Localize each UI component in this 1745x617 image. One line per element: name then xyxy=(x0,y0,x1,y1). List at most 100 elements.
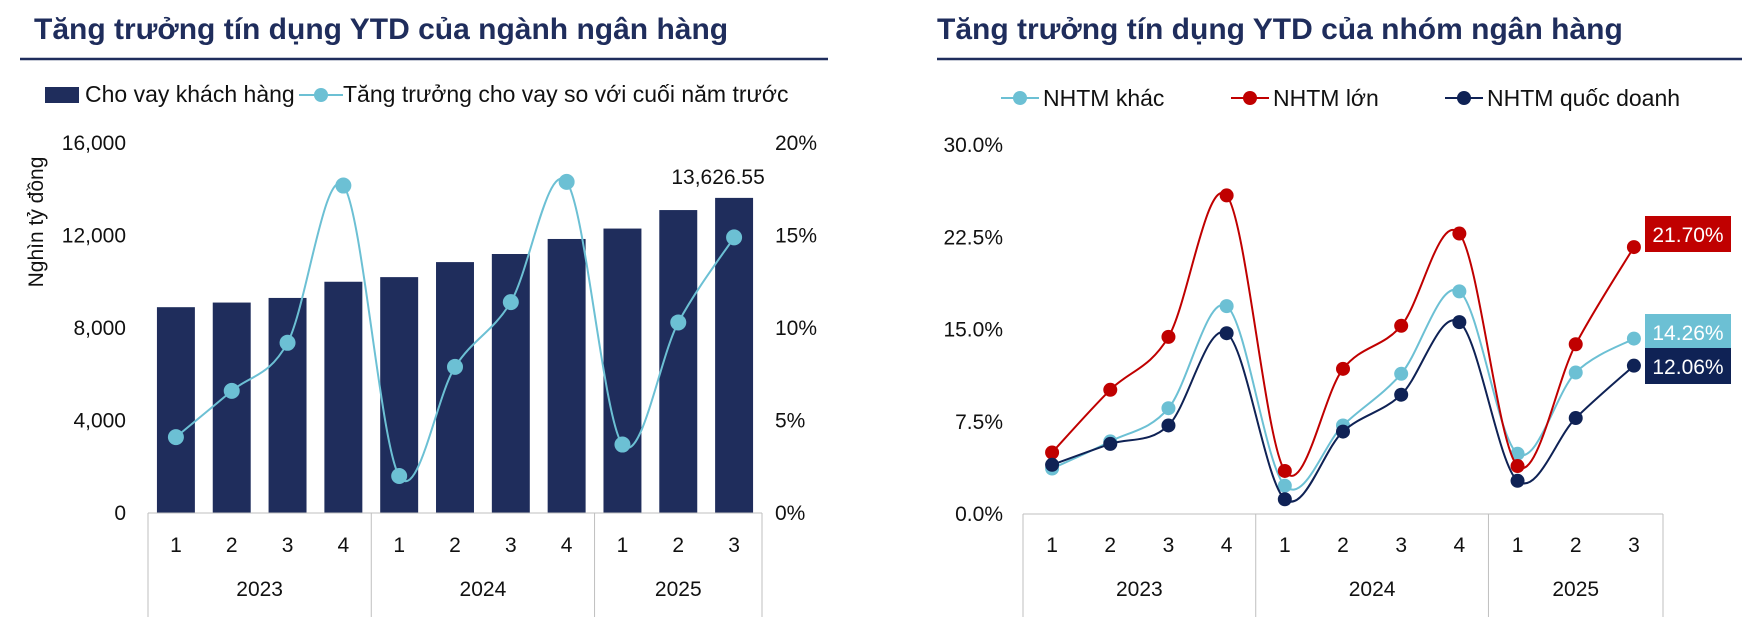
nhtm-quoc-doanh-point xyxy=(1161,418,1176,433)
right-y-tick: 10% xyxy=(775,317,817,340)
left-chart-0-group-label: 2023 xyxy=(236,578,283,601)
nhtm-lon-end-label: 21.70% xyxy=(1652,224,1723,247)
left-chart-0-category-tick: 2 xyxy=(449,534,461,557)
left-chart-0-category-tick: 2 xyxy=(226,534,238,557)
left-chart-0-category-tick: 4 xyxy=(561,534,573,557)
right-chart-1-group-label: 2023 xyxy=(1116,578,1163,601)
nhtm-quoc-doanh-point xyxy=(1336,424,1350,439)
right-chart-y-tick: 15.0% xyxy=(943,319,1003,342)
nhtm-lon-end-label-box xyxy=(1645,216,1731,252)
right-chart-1-category-tick: 3 xyxy=(1163,534,1175,557)
growth-point xyxy=(447,358,463,375)
nhtm-quoc-doanh-point xyxy=(1568,411,1583,426)
left-y-tick: 16,000 xyxy=(62,132,126,155)
legend-nhtm-lon-label: NHTM lớn xyxy=(1273,85,1379,111)
nhtm-khac-point xyxy=(1394,366,1409,381)
right-chart-1-category-tick: 1 xyxy=(1279,534,1291,557)
loan-bar xyxy=(491,254,530,513)
nhtm-lon-point xyxy=(1394,318,1409,333)
loan-bar xyxy=(547,238,586,513)
nhtm-lon-point xyxy=(1219,188,1234,203)
nhtm-lon-point xyxy=(1161,329,1176,344)
left-y-tick: 8,000 xyxy=(73,317,126,340)
left-y-tick: 12,000 xyxy=(62,225,126,248)
left-y-tick: 4,000 xyxy=(73,410,126,433)
legend-nhtm-quoc-doanh-marker xyxy=(1457,91,1471,105)
nhtm-quoc-doanh-point xyxy=(1103,436,1118,451)
growth-point xyxy=(167,429,184,446)
right-y-tick: 20% xyxy=(775,132,817,155)
legend-nhtm-lon-marker xyxy=(1243,91,1257,105)
left-chart-0-category-tick: 1 xyxy=(170,534,182,557)
nhtm-khac-point xyxy=(1219,299,1234,314)
legend-nhtm-khac-label: NHTM khác xyxy=(1043,85,1164,111)
nhtm-quoc-doanh-point xyxy=(1277,492,1292,507)
left-chart-0-group-label: 2024 xyxy=(460,578,507,601)
nhtm-khac-line xyxy=(1051,288,1635,491)
growth-point xyxy=(223,382,240,399)
nhtm-quoc-doanh-line xyxy=(1051,319,1635,503)
loan-bar xyxy=(715,197,754,513)
nhtm-quoc-doanh-end-label-box xyxy=(1645,348,1731,384)
legend-nhtm-quoc-doanh-label: NHTM quốc doanh xyxy=(1487,85,1680,111)
left-chart-0-category-tick: 2 xyxy=(672,534,684,557)
nhtm-lon-point xyxy=(1510,459,1525,474)
right-y-tick: 0% xyxy=(775,502,805,525)
growth-point xyxy=(614,436,631,453)
left-y-axis-title: Nghìn tỷ đồng xyxy=(25,157,48,288)
right-chart-1-category-tick: 1 xyxy=(1046,534,1058,557)
nhtm-khac-point xyxy=(1568,365,1583,380)
left-chart-title: Tăng trưởng tín dụng YTD của ngành ngân … xyxy=(34,13,728,46)
nhtm-quoc-doanh-point xyxy=(1045,457,1060,472)
left-chart-0-category-tick: 1 xyxy=(617,534,629,557)
right-chart-y-tick: 0.0% xyxy=(955,503,1003,526)
legend-line-label: Tăng trưởng cho vay so với cuối năm trướ… xyxy=(343,81,788,107)
loan-bar xyxy=(659,210,698,513)
nhtm-quoc-doanh-point xyxy=(1510,473,1525,488)
legend-bar-swatch xyxy=(45,87,79,103)
growth-point xyxy=(558,173,575,190)
nhtm-khac-end-label: 14.26% xyxy=(1652,322,1723,345)
nhtm-lon-point xyxy=(1336,361,1350,376)
nhtm-lon-point xyxy=(1452,226,1467,241)
right-y-tick: 5% xyxy=(775,410,805,433)
left-chart-0-category-tick: 4 xyxy=(338,534,350,557)
right-chart-1-group-label: 2025 xyxy=(1552,578,1599,601)
nhtm-lon-point xyxy=(1045,445,1060,460)
right-chart-y-tick: 7.5% xyxy=(955,411,1003,434)
right-chart-1-category-tick: 2 xyxy=(1570,534,1582,557)
loan-bar xyxy=(212,302,251,513)
growth-point xyxy=(726,229,743,246)
left-chart-0-category-tick: 3 xyxy=(728,534,740,557)
nhtm-khac-point xyxy=(1277,478,1292,493)
right-chart-title: Tăng trưởng tín dụng YTD của nhóm ngân h… xyxy=(937,13,1623,46)
left-chart-0-category-tick: 3 xyxy=(505,534,517,557)
nhtm-khac-point xyxy=(1452,284,1467,299)
loan-bar xyxy=(324,281,363,513)
growth-point xyxy=(335,177,352,194)
right-chart-y-tick: 30.0% xyxy=(943,134,1003,157)
right-chart-1-category-tick: 4 xyxy=(1221,534,1233,557)
loan-bar xyxy=(603,228,642,513)
last-bar-value-label: 13,626.55 xyxy=(671,166,764,189)
nhtm-quoc-doanh-point xyxy=(1219,326,1234,341)
right-y-tick: 15% xyxy=(775,225,817,248)
nhtm-lon-point xyxy=(1626,240,1641,255)
right-chart-1-group-label: 2024 xyxy=(1349,578,1396,601)
left-y-tick: 0 xyxy=(114,502,126,525)
left-chart-0-category-tick: 1 xyxy=(393,534,405,557)
nhtm-quoc-doanh-point xyxy=(1626,358,1641,373)
nhtm-quoc-doanh-point xyxy=(1394,387,1409,402)
nhtm-lon-point xyxy=(1568,337,1583,352)
left-chart-0-group-label: 2025 xyxy=(655,578,702,601)
nhtm-khac-point xyxy=(1510,446,1525,461)
right-chart-y-tick: 22.5% xyxy=(943,226,1003,249)
left-chart: Tăng trưởng tín dụng YTD của ngành ngân … xyxy=(20,13,828,617)
right-chart: Tăng trưởng tín dụng YTD của nhóm ngân h… xyxy=(937,13,1742,617)
right-chart-1-category-tick: 4 xyxy=(1454,534,1466,557)
legend-line-marker xyxy=(314,88,328,102)
nhtm-khac-point xyxy=(1161,401,1176,416)
growth-point xyxy=(279,334,296,351)
right-chart-1-category-tick: 3 xyxy=(1628,534,1640,557)
